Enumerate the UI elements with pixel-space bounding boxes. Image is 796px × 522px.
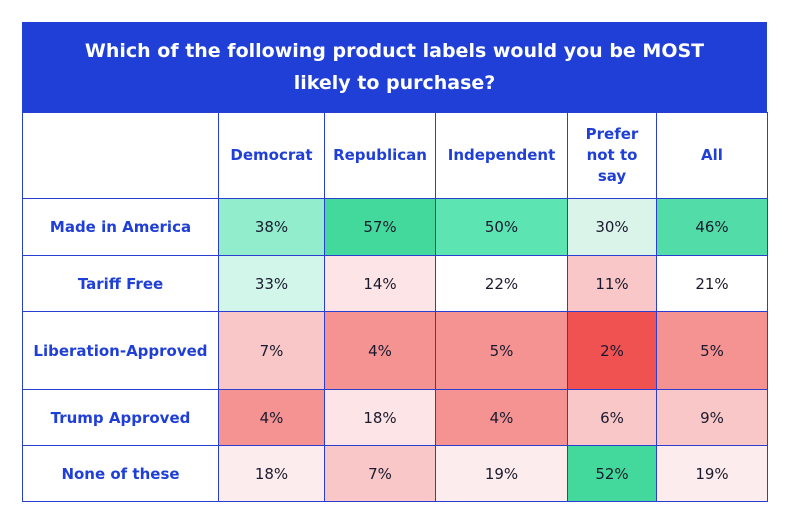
column-header: Prefer not to say xyxy=(567,112,657,199)
value-cell: 7% xyxy=(218,311,325,390)
table-body: Made in America 38% 57% 50% 30% 46% Tariff Fre… xyxy=(22,198,768,502)
value-cell: 9% xyxy=(656,389,768,446)
row-label: Made in America xyxy=(22,198,219,256)
value-cell: 4% xyxy=(324,311,436,390)
table-row: Tariff Free 33% 14% 22% 11% 21% xyxy=(22,255,768,312)
value-cell: 18% xyxy=(324,389,436,446)
column-header: Independent xyxy=(435,112,568,199)
value-cell: 4% xyxy=(218,389,325,446)
value-cell: 46% xyxy=(656,198,768,256)
value-cell: 30% xyxy=(567,198,657,256)
value-cell: 11% xyxy=(567,255,657,312)
table-row: Trump Approved 4% 18% 4% 6% 9% xyxy=(22,389,768,446)
value-cell: 14% xyxy=(324,255,436,312)
value-cell: 50% xyxy=(435,198,568,256)
column-header: Democrat xyxy=(218,112,325,199)
value-cell: 21% xyxy=(656,255,768,312)
value-cell: 38% xyxy=(218,198,325,256)
row-label: Trump Approved xyxy=(22,389,219,446)
value-cell: 52% xyxy=(567,445,657,502)
value-cell: 6% xyxy=(567,389,657,446)
row-label: None of these xyxy=(22,445,219,502)
row-label: Liberation-Approved xyxy=(22,311,219,390)
table-row: Liberation-Approved 7% 4% 5% 2% 5% xyxy=(22,311,768,390)
value-cell: 19% xyxy=(656,445,768,502)
value-cell: 22% xyxy=(435,255,568,312)
survey-table-figure: Which of the following product labels wo… xyxy=(22,22,768,502)
value-cell: 33% xyxy=(218,255,325,312)
value-cell: 18% xyxy=(218,445,325,502)
table-title: Which of the following product labels wo… xyxy=(22,22,767,112)
value-cell: 4% xyxy=(435,389,568,446)
table-row: None of these 18% 7% 19% 52% 19% xyxy=(22,445,768,502)
column-header: All xyxy=(656,112,768,199)
header-row: Democrat Republican Independent Prefer not … xyxy=(22,112,768,199)
value-cell: 2% xyxy=(567,311,657,390)
column-header: Republican xyxy=(324,112,436,199)
value-cell: 5% xyxy=(656,311,768,390)
row-label: Tariff Free xyxy=(22,255,219,312)
value-cell: 19% xyxy=(435,445,568,502)
corner-cell xyxy=(22,112,219,199)
value-cell: 7% xyxy=(324,445,436,502)
table-row: Made in America 38% 57% 50% 30% 46% xyxy=(22,198,768,256)
value-cell: 5% xyxy=(435,311,568,390)
value-cell: 57% xyxy=(324,198,436,256)
results-table: Democrat Republican Independent Prefer not … xyxy=(22,112,768,502)
